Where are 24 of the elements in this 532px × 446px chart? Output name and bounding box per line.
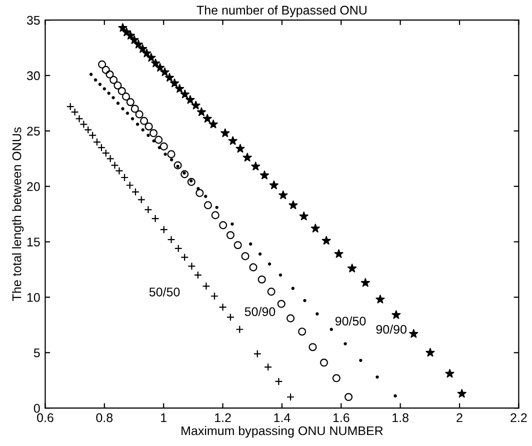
y-tick-label: 25 (27, 126, 40, 136)
y-tick-label: 15 (27, 238, 40, 246)
y-tick-label: 30 (26, 71, 40, 80)
x-tick-label: 2.2 (510, 413, 527, 422)
y-tick-label: 5 (34, 348, 40, 358)
x-tick-label: 1.6 (333, 413, 350, 422)
y-axis-title: The total length between ONUs (12, 127, 24, 301)
x-tick-label: 1.4 (274, 413, 290, 422)
series-label: 90/50 (335, 316, 366, 326)
x-tick-label: 1.8 (392, 413, 408, 422)
y-tick-label: 0 (34, 404, 40, 413)
y-tick-label: 10 (27, 293, 40, 302)
series-label: 50/50 (149, 287, 180, 296)
x-tick-label: 2 (456, 413, 462, 422)
x-tick-label: 1 (161, 413, 166, 422)
y-tick-label: 35 (26, 16, 40, 25)
x-axis-title: Maximum bypassing ONU NUMBER (182, 426, 383, 438)
series-label: 90/90 (376, 324, 406, 334)
x-tick-label: 1.2 (215, 413, 231, 422)
x-tick-label: 0.6 (37, 413, 54, 422)
x-tick-label: 0.8 (96, 413, 113, 422)
chart-title: The number of Bypassed ONU (196, 5, 366, 18)
y-tick-label: 20 (27, 182, 40, 192)
series-label: 50/90 (244, 306, 276, 316)
